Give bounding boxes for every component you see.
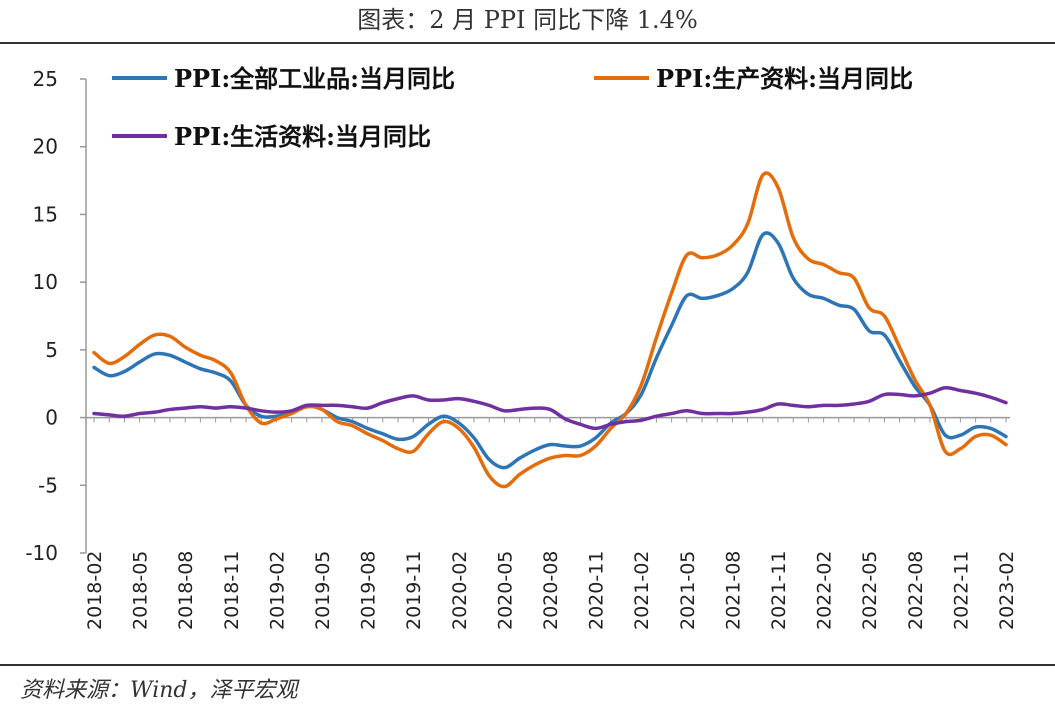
series-line-2 <box>92 171 1008 489</box>
x-tick-label: 2022-02 <box>814 551 836 630</box>
legend-label-1: PPI:全部工业品:当月同比 <box>174 64 455 93</box>
bottom-rule <box>0 664 1055 666</box>
x-tick-label: 2023-02 <box>996 551 1018 630</box>
x-tick-label: 2019-05 <box>312 551 334 630</box>
x-tick-label: 2020-08 <box>540 551 562 630</box>
legend-label-3: PPI:生活资料:当月同比 <box>174 122 431 151</box>
x-tick-label: 2022-11 <box>950 551 972 630</box>
chart-svg: 25 20 15 10 5 0 -5 -10 2018-02 2018-05 2018-08 2018… <box>25 64 1018 630</box>
axes-group: 25 20 15 10 5 0 -5 -10 2018-02 2018-05 2018-08 2018… <box>25 67 1018 630</box>
x-tick-label: 2020-05 <box>494 551 516 630</box>
chart-title: 图表：2 月 PPI 同比下降 1.4% <box>357 6 698 34</box>
x-tick-label: 2022-05 <box>859 551 881 630</box>
x-tick-label: 2021-11 <box>768 551 790 630</box>
y-tick-label: 5 <box>45 338 58 362</box>
y-tick-label: 25 <box>33 67 58 91</box>
x-tick-label: 2020-02 <box>449 551 471 630</box>
y-tick-label: -10 <box>25 541 58 565</box>
y-tick-label: -5 <box>38 473 58 497</box>
y-tick-label: 0 <box>45 406 58 430</box>
x-tick-label: 2019-02 <box>266 551 288 630</box>
x-tick-label: 2018-02 <box>84 551 106 630</box>
x-tick-label: 2022-08 <box>905 551 927 630</box>
x-tick-label: 2020-11 <box>586 551 608 630</box>
series-line-3 <box>92 385 1008 431</box>
series-lines <box>92 171 1008 489</box>
x-tick-label: 2018-08 <box>175 551 197 630</box>
y-tick-label: 20 <box>33 135 58 159</box>
x-tick-label: 2019-11 <box>403 551 425 630</box>
y-tick-label: 10 <box>33 270 58 294</box>
legend: PPI:全部工业品:当月同比 PPI:生产资料:当月同比 PPI:生活资料:当月同比 <box>112 64 913 151</box>
series-line-1 <box>92 231 1008 470</box>
x-tick-label: 2018-11 <box>221 551 243 630</box>
x-tick-label: 2021-08 <box>722 551 744 630</box>
top-rule <box>0 42 1055 44</box>
legend-label-2: PPI:生产资料:当月同比 <box>656 64 913 93</box>
source-note: 资料来源：Wind，泽平宏观 <box>20 678 298 703</box>
x-tick-label: 2021-05 <box>677 551 699 630</box>
y-tick-label: 15 <box>33 202 58 226</box>
x-tick-label: 2018-05 <box>130 551 152 630</box>
x-tick-label: 2019-08 <box>358 551 380 630</box>
x-tick-label: 2021-02 <box>631 551 653 630</box>
